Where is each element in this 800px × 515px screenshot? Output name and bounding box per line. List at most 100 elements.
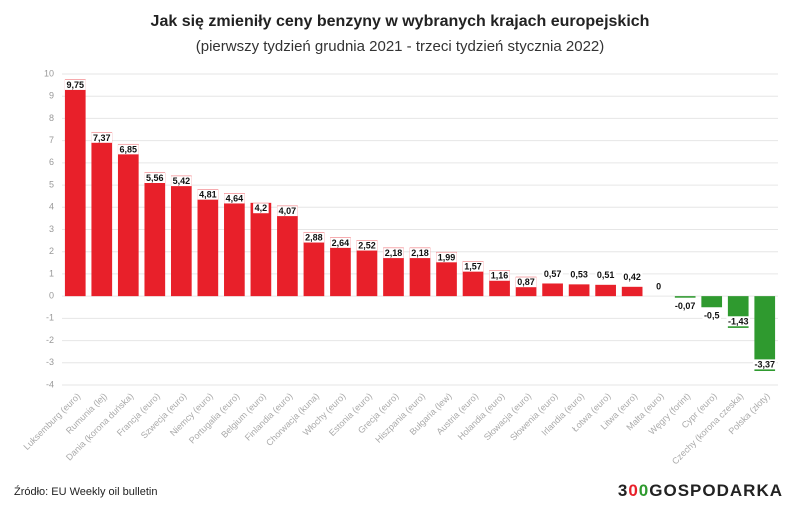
value-label-bg: [595, 270, 616, 281]
value-label: -3,37: [754, 359, 775, 369]
y-tick-label: 8: [49, 113, 54, 123]
y-tick-label: 3: [49, 224, 54, 234]
value-label: 0: [656, 282, 661, 292]
x-tick-label: Słowacja (euro): [482, 391, 533, 442]
bar: [91, 132, 113, 297]
value-label-bg: [91, 132, 113, 143]
y-tick-label: 10: [44, 68, 54, 78]
value-label: 2,18: [411, 248, 429, 258]
value-label: 2,64: [332, 238, 350, 248]
x-tick-label: Holandia (euro): [456, 391, 507, 442]
value-label: 4,07: [279, 206, 297, 216]
value-label-bg: [752, 359, 777, 370]
bar: [754, 296, 776, 372]
value-label: 0,53: [570, 270, 588, 280]
value-label-bg: [409, 248, 431, 259]
value-label: 1,57: [464, 262, 482, 272]
value-label: 4,2: [255, 203, 268, 213]
value-label: 0,42: [623, 272, 641, 282]
value-label: 5,56: [146, 173, 164, 183]
y-tick-label: -2: [46, 335, 54, 345]
value-label: 4,81: [199, 190, 217, 200]
bar: [303, 232, 325, 297]
bar: [224, 193, 245, 297]
value-label: 1,16: [491, 271, 509, 281]
logo-part: 0: [628, 481, 638, 500]
value-label-bg: [330, 237, 351, 248]
value-label: 6,85: [120, 144, 138, 154]
value-label: 2,18: [385, 248, 403, 258]
bar: [542, 283, 563, 297]
logo: 300GOSPODARKA: [618, 481, 783, 500]
y-tick-label: 1: [49, 268, 54, 278]
value-label: 2,52: [358, 241, 376, 251]
y-tick-label: 5: [49, 179, 54, 189]
bar: [117, 143, 139, 297]
bar: [277, 205, 298, 297]
value-label: 5,42: [173, 176, 191, 186]
value-label-bg: [654, 281, 663, 292]
value-label-bg: [118, 144, 139, 155]
bar: [356, 240, 378, 297]
y-tick-label: -4: [46, 379, 54, 389]
bar: [330, 237, 351, 297]
value-label: 0,57: [544, 269, 562, 279]
bar: [409, 247, 431, 297]
value-label-bg: [621, 272, 643, 283]
chart-subtitle: (pierwszy tydzień grudnia 2021 - trzeci …: [196, 38, 605, 55]
value-label-bg: [436, 252, 457, 263]
bar: [701, 296, 723, 308]
value-label-bg: [542, 268, 563, 279]
value-label: 1,99: [438, 252, 456, 262]
y-tick-label: 9: [49, 91, 54, 101]
y-tick-label: 4: [49, 202, 54, 212]
chart-title: Jak się zmieniły ceny benzyny w wybranyc…: [151, 13, 650, 30]
value-label-bg: [462, 261, 484, 272]
bar: [674, 296, 696, 298]
value-label-bg: [383, 248, 404, 259]
bar: [595, 284, 616, 297]
bar: [436, 251, 457, 297]
value-label: 0,87: [517, 277, 535, 287]
value-label: 7,37: [93, 133, 111, 143]
value-label-bg: [726, 316, 750, 327]
y-tick-label: 6: [49, 157, 54, 167]
logo-part: 3: [618, 481, 628, 500]
value-label-bg: [702, 310, 721, 321]
value-label-bg: [144, 173, 166, 184]
y-tick-label: -1: [46, 313, 54, 323]
value-label: -1,43: [728, 316, 749, 326]
value-label: 4,64: [226, 193, 244, 203]
y-tick-label: -3: [46, 357, 54, 367]
value-label-bg: [171, 176, 192, 187]
bar: [621, 286, 643, 297]
value-label: 9,75: [66, 80, 84, 90]
value-label-bg: [253, 203, 269, 214]
logo-part: GOSPODARKA: [649, 481, 783, 500]
y-tick-label: 0: [49, 291, 54, 301]
value-label-bg: [489, 270, 510, 281]
y-tick-label: 7: [49, 135, 54, 145]
value-label-bg: [277, 206, 298, 217]
value-label-bg: [197, 189, 219, 200]
value-label-bg: [673, 301, 697, 312]
value-label: -0,07: [675, 301, 696, 311]
value-label: -0,5: [704, 311, 720, 321]
value-label: 2,88: [305, 233, 323, 243]
value-label-bg: [303, 232, 325, 243]
value-label-bg: [64, 79, 86, 90]
y-tick-label: 2: [49, 246, 54, 256]
bar: [170, 175, 192, 297]
source: Źródło: EU Weekly oil bulletin: [14, 485, 157, 498]
bar: [64, 79, 86, 297]
logo-part: 0: [639, 481, 649, 500]
bar: [250, 202, 272, 297]
bar: [144, 172, 166, 297]
value-label-bg: [356, 240, 378, 251]
bar: [197, 189, 219, 297]
bar: [568, 284, 590, 297]
value-label-bg: [568, 269, 590, 280]
value-label: 0,51: [597, 270, 615, 280]
value-label-bg: [515, 277, 537, 288]
